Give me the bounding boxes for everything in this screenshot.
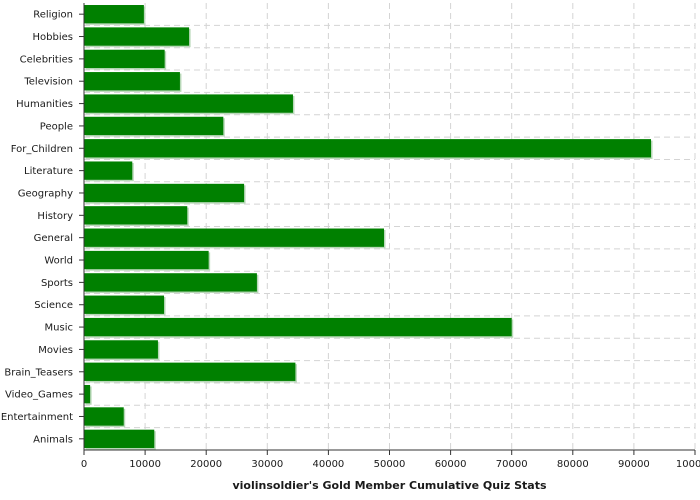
- bar: [84, 273, 257, 292]
- x-tick-label: 50000: [374, 459, 406, 470]
- category-label: World: [44, 256, 73, 267]
- bar: [84, 429, 155, 448]
- category-label: Brain_Teasers: [4, 367, 73, 378]
- category-label: History: [37, 211, 73, 222]
- gridlines: [84, 3, 696, 450]
- x-tick-label: 100000: [676, 459, 700, 470]
- x-tick-label: 30000: [251, 459, 283, 470]
- bar: [84, 407, 124, 426]
- category-label: Entertainment: [1, 412, 73, 423]
- category-label: Music: [45, 323, 73, 334]
- bar: [84, 139, 652, 158]
- bar: [84, 295, 165, 314]
- axes: 0 10000 20000 30000 40000 50000 60000 70000 8000…: [79, 3, 700, 470]
- bar: [84, 94, 293, 113]
- bar: [84, 206, 188, 225]
- bar: [84, 183, 245, 203]
- category-label: Religion: [33, 10, 73, 21]
- bar: [84, 5, 144, 24]
- bar: [84, 340, 158, 359]
- bar: [84, 72, 180, 91]
- bar: [84, 228, 385, 247]
- category-label: Literature: [24, 166, 73, 177]
- x-tick-label: 60000: [435, 459, 467, 470]
- bar: [84, 27, 190, 46]
- category-label: Hobbies: [33, 32, 73, 43]
- category-label: Animals: [33, 434, 73, 445]
- category-labels: Religion Hobbies Celebrities Television Huma…: [1, 10, 73, 446]
- bar: [84, 317, 512, 337]
- bar: [84, 250, 209, 270]
- x-tick-label: 40000: [312, 459, 344, 470]
- category-label: Television: [23, 77, 73, 88]
- bar: [84, 362, 296, 381]
- x-tick-label: 80000: [557, 459, 589, 470]
- x-tick-label: 90000: [618, 459, 650, 470]
- category-label: Sports: [41, 278, 73, 289]
- x-tick-label: 0: [81, 459, 87, 470]
- category-label: Movies: [38, 345, 73, 356]
- x-tick-label: 10000: [129, 459, 161, 470]
- category-label: For_Children: [11, 144, 73, 155]
- bar: [84, 384, 91, 404]
- category-label: Science: [34, 300, 73, 311]
- category-label: Humanities: [16, 99, 73, 110]
- bar: [84, 161, 133, 180]
- category-label: Celebrities: [20, 54, 73, 65]
- x-tick-label: 70000: [496, 459, 528, 470]
- category-label: Video_Games: [5, 390, 73, 401]
- x-axis-title: violinsoldier's Gold Member Cumulative Q…: [232, 479, 546, 492]
- x-tick-label: 20000: [190, 459, 222, 470]
- bars: [84, 5, 653, 450]
- category-label: People: [40, 121, 73, 132]
- category-label: General: [34, 233, 73, 244]
- category-label: Geography: [18, 188, 73, 199]
- bar: [84, 116, 224, 136]
- bar: [84, 49, 165, 69]
